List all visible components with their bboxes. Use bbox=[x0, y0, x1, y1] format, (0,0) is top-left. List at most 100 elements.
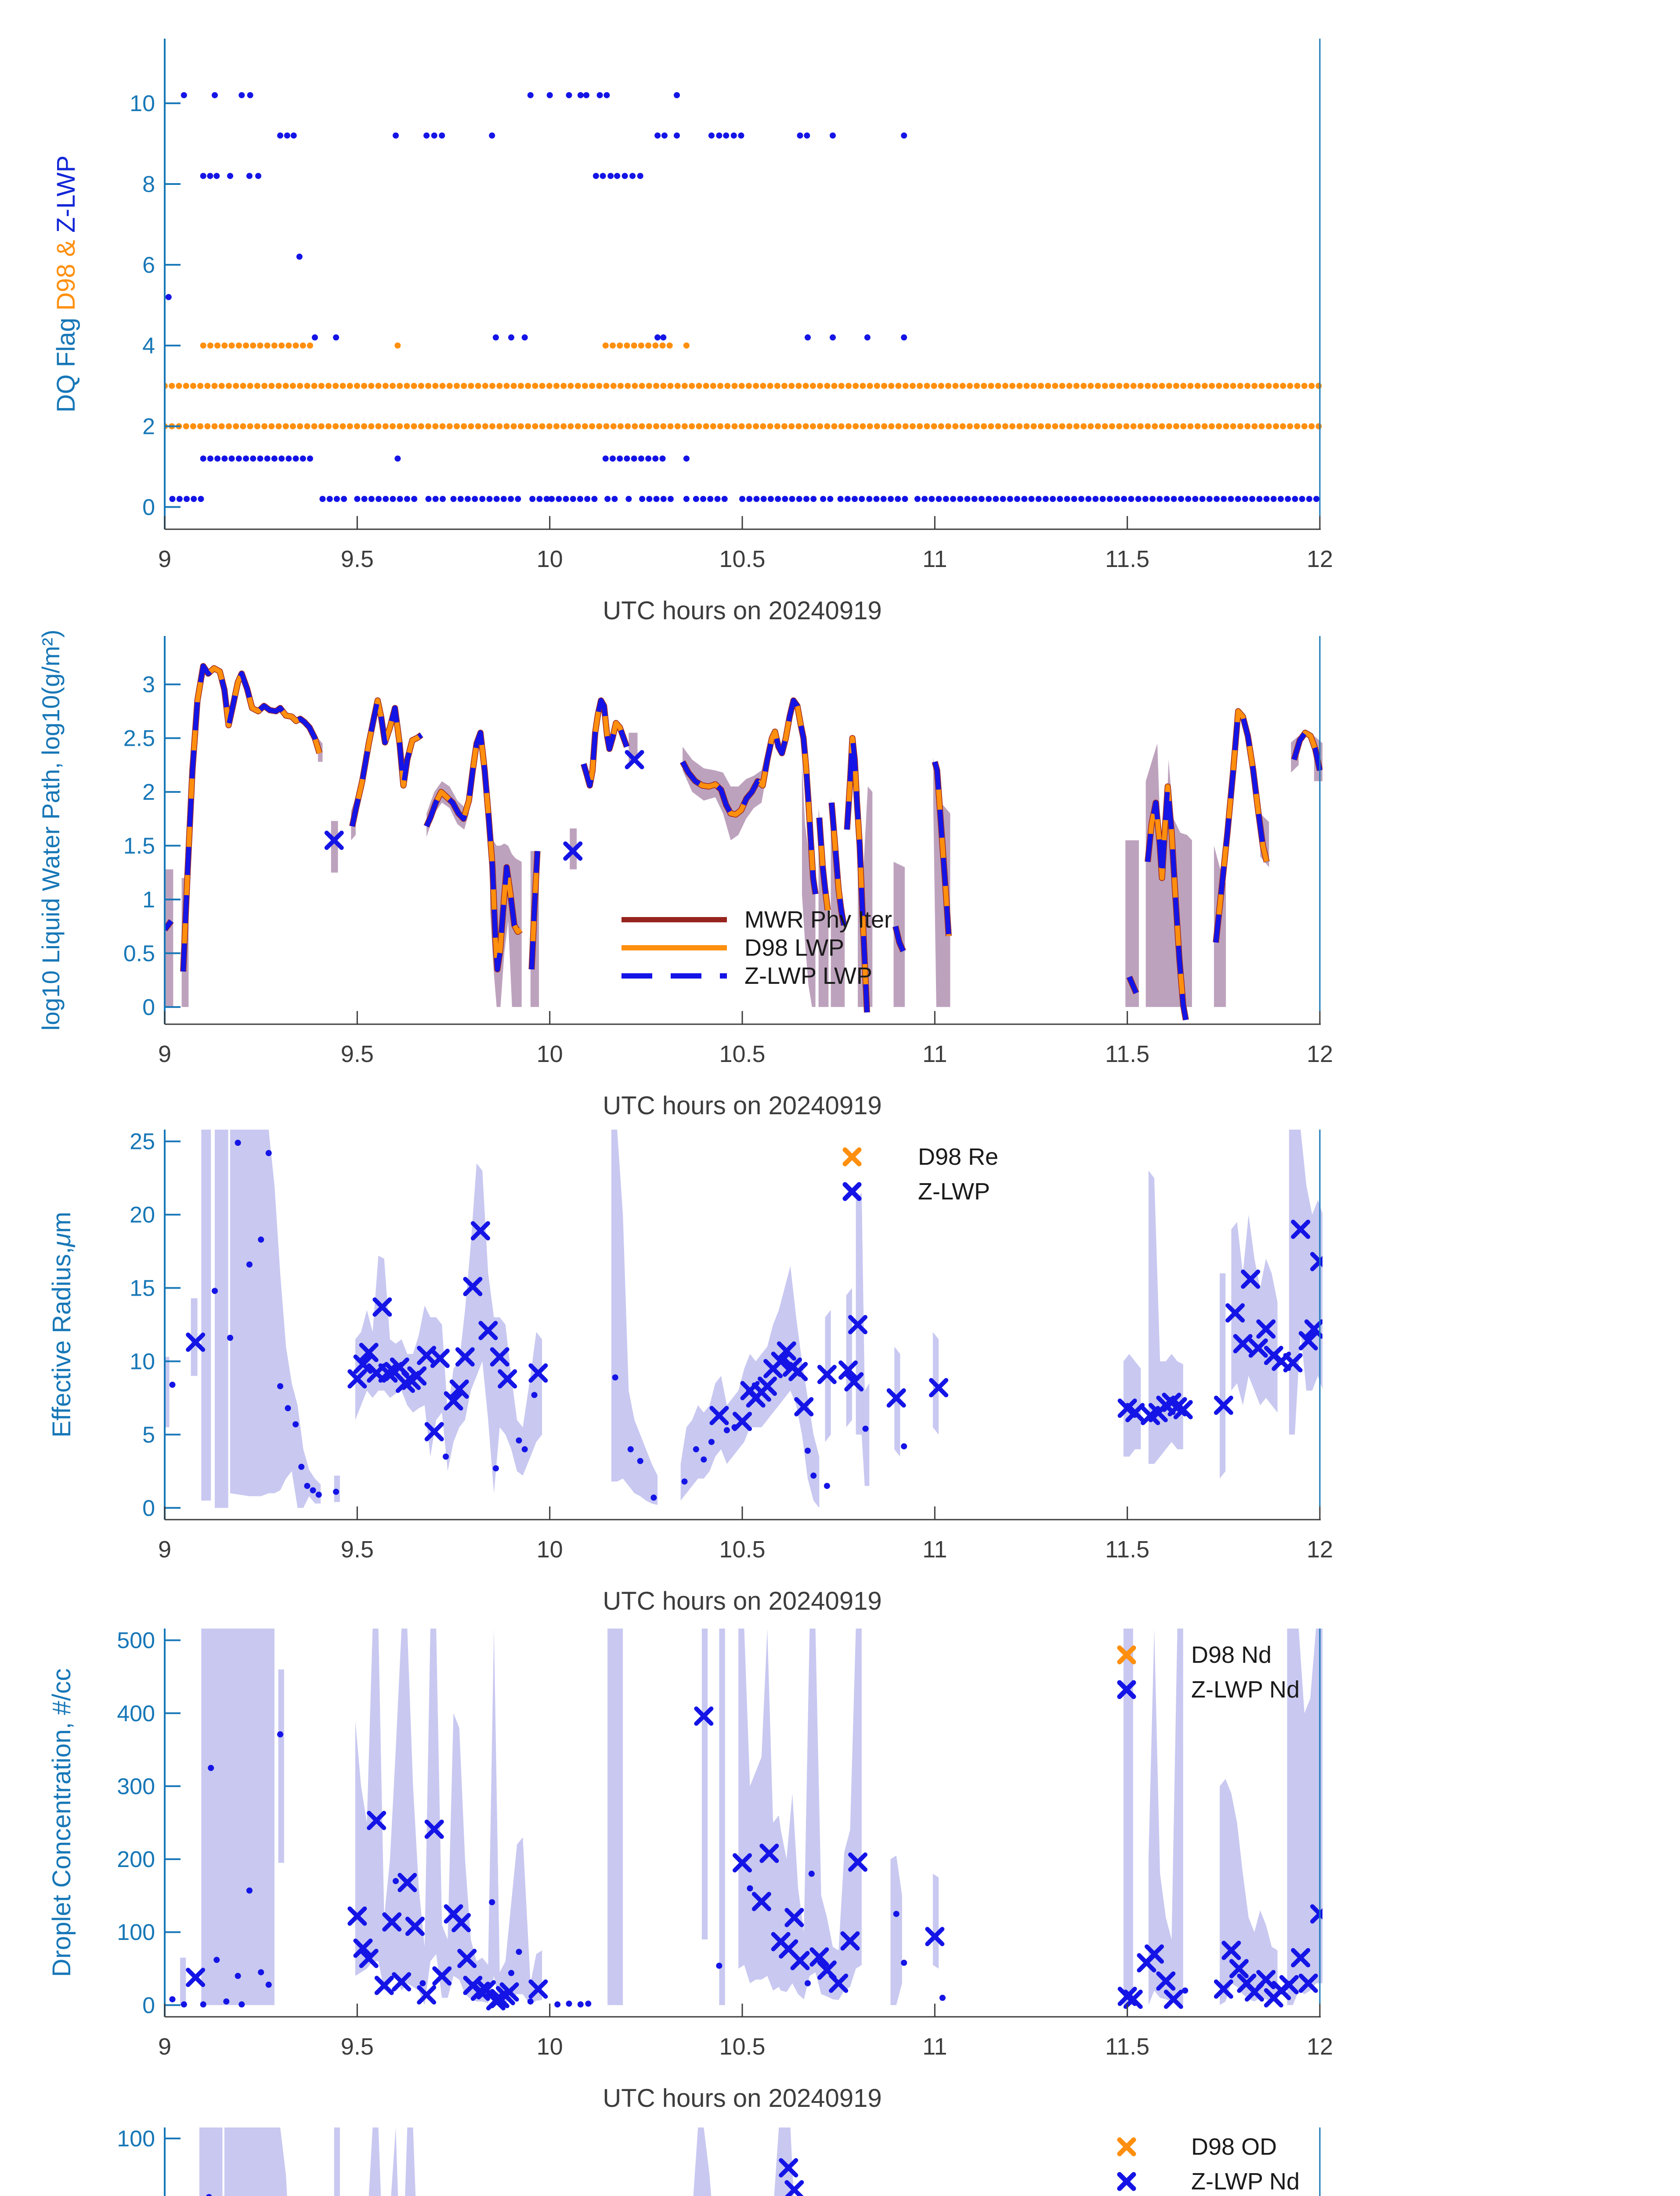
effective-radius-legend-label: D98 Re bbox=[918, 1144, 998, 1170]
dq-flag-ytick-label: 6 bbox=[142, 253, 155, 278]
liquid-water-path-xtick-label: 10 bbox=[537, 1041, 563, 1067]
droplet-concentration-axes: 0 100 200 300 400 500 9 9.5 10 10.5 11 11.5 12 UTC ho… bbox=[47, 1628, 1333, 2113]
droplet-concentration-xtick-label: 11.5 bbox=[1105, 2033, 1149, 2060]
droplet-concentration-xtick-label: 9.5 bbox=[341, 2033, 374, 2060]
effective-radius-xaxis-label: UTC hours on 20240919 bbox=[603, 1587, 882, 1615]
droplet-concentration-legend-label: Z-LWP Nd bbox=[1191, 1676, 1300, 1703]
lwp-line-mwr-d98-zlwp bbox=[164, 663, 1322, 1021]
droplet-concentration-legend-label: D98 Nd bbox=[1191, 1642, 1272, 1668]
zlwp-flag-1 bbox=[200, 455, 690, 462]
dq-flag-axes: 0 2 4 6 8 10 9 9.5 10 10.5 11 11.5 12 UTC hours on 20… bbox=[52, 39, 1333, 625]
effective-radius-legend: D98 Re Z-LWP bbox=[842, 1144, 998, 1205]
effective-radius-xtick-label: 10 bbox=[537, 1536, 563, 1563]
panel-dq-flag: 0 2 4 6 8 10 9 9.5 10 10.5 11 11.5 12 UTC hours on 20… bbox=[52, 39, 1333, 625]
effective-radius-ytick-label: 0 bbox=[142, 1495, 155, 1521]
zlwp-flag-9 bbox=[277, 132, 907, 139]
liquid-water-path-ytick-label: 3 bbox=[142, 672, 155, 697]
liquid-water-path-legend-label: D98 LWP bbox=[744, 935, 844, 961]
d98-flag-2 bbox=[164, 423, 1322, 430]
liquid-water-path-legend-label: Z-LWP LWP bbox=[744, 963, 872, 989]
droplet-concentration-legend: D98 Nd Z-LWP Nd bbox=[1117, 1642, 1300, 1703]
droplet-concentration-xtick-label: 11 bbox=[922, 2033, 947, 2060]
optical-depth-ytick-label: 100 bbox=[117, 2126, 155, 2152]
zlwp-flag-6 bbox=[296, 253, 303, 260]
dq-flag-xaxis-label: UTC hours on 20240919 bbox=[603, 596, 882, 625]
effective-radius-legend-label: Z-LWP bbox=[918, 1178, 990, 1205]
zlwp-flag-5 bbox=[165, 294, 172, 300]
od-uncertainty-band bbox=[199, 2127, 794, 2196]
liquid-water-path-ytick-label: 2 bbox=[142, 780, 155, 805]
zlwp-flag-8 bbox=[200, 173, 643, 179]
dq-flag-xtick-label: 9.5 bbox=[341, 546, 374, 572]
liquid-water-path-ytick-label: 2.5 bbox=[123, 726, 155, 751]
re-small-dots bbox=[169, 1140, 907, 1501]
zlwp-isolated-points bbox=[324, 750, 644, 861]
dq-flag-xtick-label: 12 bbox=[1307, 546, 1333, 572]
droplet-concentration-xtick-label: 10.5 bbox=[719, 2033, 765, 2060]
liquid-water-path-ytick-label: 1.5 bbox=[123, 834, 155, 859]
optical-depth-legend-label: Z-LWP Nd bbox=[1191, 2168, 1300, 2195]
optical-depth-legend-label: D98 OD bbox=[1191, 2134, 1277, 2160]
effective-radius-ytick-label: 5 bbox=[142, 1422, 155, 1448]
droplet-concentration-xaxis-label: UTC hours on 20240919 bbox=[603, 2084, 882, 2113]
liquid-water-path-xtick-label: 10.5 bbox=[719, 1041, 765, 1067]
zlwp-re-markers bbox=[186, 1220, 1322, 1441]
liquid-water-path-plot-area bbox=[164, 663, 1322, 1021]
panel-droplet-concentration: 0 100 200 300 400 500 9 9.5 10 10.5 11 11.5 12 UTC ho… bbox=[47, 1628, 1333, 2113]
liquid-water-path-xaxis-label: UTC hours on 20240919 bbox=[603, 1091, 882, 1120]
dq-flag-xtick-label: 11 bbox=[922, 546, 947, 572]
dq-flag-xtick-label: 10.5 bbox=[719, 546, 765, 572]
effective-radius-axes: 0 5 10 15 20 25 9 9.5 10 10.5 11 11.5 12 UTC hours on… bbox=[47, 1129, 1333, 1615]
dq-flag-ytick-label: 10 bbox=[130, 91, 155, 116]
dq-flag-xtick-label: 9 bbox=[158, 546, 171, 572]
dq-flag-xtick-label: 11.5 bbox=[1105, 546, 1149, 572]
d98-flag-4 bbox=[200, 342, 690, 349]
droplet-concentration-xtick-label: 12 bbox=[1307, 2033, 1333, 2060]
effective-radius-xtick-label: 9 bbox=[158, 1536, 171, 1563]
optical-depth-plot-area bbox=[199, 2127, 804, 2196]
effective-radius-xtick-label: 11 bbox=[922, 1536, 947, 1563]
zlwp-nd-markers bbox=[186, 1706, 1322, 2011]
optical-depth-legend: D98 OD Z-LWP Nd bbox=[1117, 2134, 1300, 2195]
effective-radius-ytick-label: 25 bbox=[130, 1129, 155, 1155]
dq-flag-ytick-label: 2 bbox=[142, 414, 155, 440]
effective-radius-xtick-label: 11.5 bbox=[1105, 1536, 1149, 1563]
zlwp-od-markers bbox=[779, 2158, 804, 2196]
dq-flag-ytick-label: 4 bbox=[142, 333, 155, 359]
effective-radius-ytick-label: 10 bbox=[130, 1349, 155, 1374]
dq-flag-ytick-label: 8 bbox=[142, 172, 155, 197]
effective-radius-plot-area bbox=[164, 1130, 1322, 1508]
droplet-concentration-ytick-label: 200 bbox=[117, 1847, 155, 1872]
panel-effective-radius: 0 5 10 15 20 25 9 9.5 10 10.5 11 11.5 12 UTC hours on… bbox=[47, 1129, 1333, 1615]
droplet-concentration-plot-area bbox=[169, 1629, 1322, 2011]
droplet-concentration-ytick-label: 100 bbox=[117, 1920, 155, 1945]
droplet-concentration-ytick-label: 0 bbox=[142, 1993, 155, 2018]
liquid-water-path-xtick-label: 11 bbox=[922, 1041, 947, 1067]
od-small-dots bbox=[206, 2194, 212, 2196]
effective-radius-ytick-label: 15 bbox=[130, 1276, 155, 1301]
dq-flag-ytick-label: 0 bbox=[142, 495, 155, 520]
liquid-water-path-ytick-label: 0.5 bbox=[123, 941, 155, 966]
liquid-water-path-ytick-label: 0 bbox=[142, 995, 155, 1020]
effective-radius-xtick-label: 9.5 bbox=[341, 1536, 374, 1563]
effective-radius-yaxis-label: Effective Radius,μm bbox=[47, 1212, 76, 1438]
dq-flag-xtick-label: 10 bbox=[537, 546, 563, 572]
liquid-water-path-xtick-label: 9.5 bbox=[341, 1041, 374, 1067]
droplet-concentration-ytick-label: 300 bbox=[117, 1774, 155, 1799]
droplet-concentration-ytick-label: 400 bbox=[117, 1701, 155, 1726]
dq-flag-yaxis-label: DQ Flag D98 & Z-LWP bbox=[52, 155, 80, 413]
droplet-concentration-xtick-label: 10 bbox=[537, 2033, 563, 2060]
liquid-water-path-xtick-label: 9 bbox=[158, 1041, 171, 1067]
liquid-water-path-yaxis-label: log10 Liquid Water Path, log10(g/m²) bbox=[37, 629, 65, 1030]
nd-small-dots bbox=[169, 1731, 1189, 2008]
effective-radius-ytick-label: 20 bbox=[130, 1203, 155, 1228]
effective-radius-xtick-label: 10.5 bbox=[719, 1536, 765, 1563]
liquid-water-path-xtick-label: 12 bbox=[1307, 1041, 1333, 1067]
